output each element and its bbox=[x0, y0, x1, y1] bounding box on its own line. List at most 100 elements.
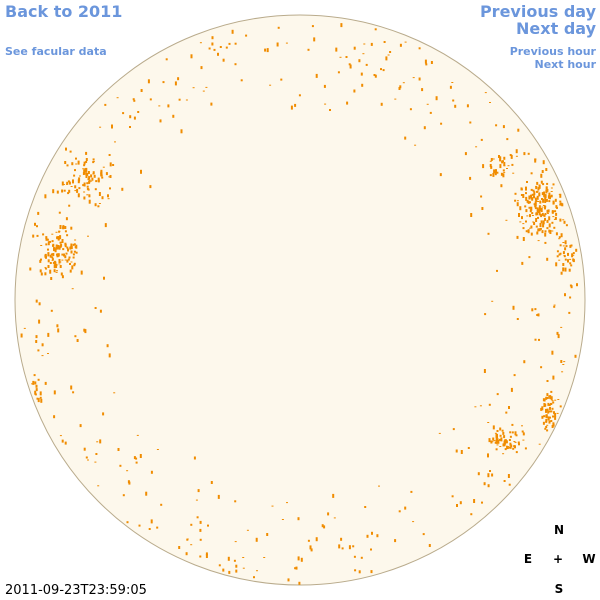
facula bbox=[70, 186, 73, 187]
facular-data-link[interactable]: See facular data bbox=[5, 45, 107, 58]
facula bbox=[277, 26, 280, 29]
facula bbox=[199, 520, 202, 524]
facula bbox=[491, 473, 494, 477]
facula bbox=[428, 544, 431, 547]
facula bbox=[456, 504, 458, 507]
facula bbox=[541, 230, 544, 234]
facula bbox=[558, 253, 561, 256]
facula bbox=[501, 429, 504, 432]
facula bbox=[41, 343, 44, 347]
facula bbox=[271, 505, 274, 507]
facula bbox=[426, 103, 429, 105]
facula bbox=[514, 431, 517, 436]
facula bbox=[558, 236, 561, 239]
facula bbox=[402, 82, 405, 84]
facula bbox=[335, 47, 338, 52]
facula bbox=[394, 539, 397, 543]
facula bbox=[510, 444, 513, 446]
facula bbox=[133, 456, 136, 460]
facula bbox=[90, 180, 93, 182]
facula bbox=[554, 210, 557, 213]
facula bbox=[91, 177, 94, 181]
facula bbox=[522, 439, 525, 441]
facula bbox=[534, 308, 537, 311]
facula bbox=[370, 42, 373, 46]
facula bbox=[106, 344, 109, 348]
facula bbox=[543, 214, 546, 217]
facula bbox=[543, 398, 546, 402]
compass-west: W bbox=[582, 552, 596, 566]
facula bbox=[547, 411, 550, 414]
facula bbox=[55, 265, 58, 268]
facula bbox=[541, 206, 544, 208]
facula bbox=[47, 353, 49, 354]
facula bbox=[42, 233, 45, 236]
facula bbox=[551, 221, 554, 224]
facula bbox=[63, 253, 65, 257]
facula bbox=[82, 172, 85, 175]
facula bbox=[540, 220, 543, 224]
previous-hour-link[interactable]: Previous hour bbox=[509, 45, 596, 58]
facula bbox=[39, 269, 42, 273]
facula bbox=[33, 374, 36, 377]
facula bbox=[294, 103, 297, 107]
facula bbox=[65, 217, 68, 221]
facula bbox=[547, 416, 550, 421]
facula bbox=[546, 429, 549, 432]
facula bbox=[542, 223, 545, 228]
facula bbox=[502, 453, 505, 455]
facula bbox=[499, 156, 502, 160]
facula bbox=[55, 271, 58, 273]
facula bbox=[52, 253, 55, 256]
facula bbox=[58, 263, 61, 265]
facula bbox=[47, 265, 50, 268]
previous-day-link[interactable]: Previous day bbox=[479, 2, 596, 21]
facula bbox=[495, 433, 498, 438]
facula bbox=[505, 440, 508, 444]
facula bbox=[360, 556, 363, 559]
facula bbox=[44, 267, 47, 269]
facula bbox=[525, 192, 527, 195]
facula bbox=[493, 440, 496, 442]
facula bbox=[88, 176, 91, 180]
next-day-link[interactable]: Next day bbox=[516, 19, 596, 38]
facula bbox=[263, 557, 266, 558]
facula bbox=[51, 258, 54, 261]
facula bbox=[467, 447, 470, 449]
next-hour-link[interactable]: Next hour bbox=[534, 58, 597, 71]
facula bbox=[522, 432, 525, 436]
facula bbox=[564, 247, 567, 251]
facula bbox=[95, 180, 98, 183]
facula bbox=[297, 556, 300, 561]
facula bbox=[551, 210, 554, 214]
facula bbox=[100, 174, 103, 177]
facula bbox=[394, 98, 397, 100]
facula bbox=[548, 404, 551, 406]
facula bbox=[506, 168, 508, 169]
facula bbox=[109, 162, 112, 167]
facula bbox=[365, 63, 368, 66]
facula bbox=[117, 448, 120, 451]
facula bbox=[548, 223, 551, 228]
facula bbox=[286, 502, 288, 504]
facula bbox=[492, 172, 495, 177]
facula bbox=[70, 385, 73, 390]
facula bbox=[55, 231, 58, 233]
facula bbox=[354, 569, 357, 572]
facula bbox=[137, 111, 140, 113]
facula bbox=[533, 222, 536, 225]
facula bbox=[364, 506, 367, 508]
facula bbox=[513, 374, 516, 377]
facula bbox=[542, 220, 545, 225]
facula bbox=[451, 495, 454, 498]
facula bbox=[569, 258, 572, 260]
facula bbox=[518, 443, 520, 446]
facula bbox=[530, 197, 533, 198]
compass-east: E bbox=[523, 552, 533, 566]
facula bbox=[535, 186, 538, 190]
back-link[interactable]: Back to 2011 bbox=[5, 2, 123, 21]
facula bbox=[44, 272, 47, 276]
compass-north: N bbox=[553, 523, 565, 537]
facula bbox=[225, 46, 228, 49]
facula bbox=[73, 264, 76, 267]
